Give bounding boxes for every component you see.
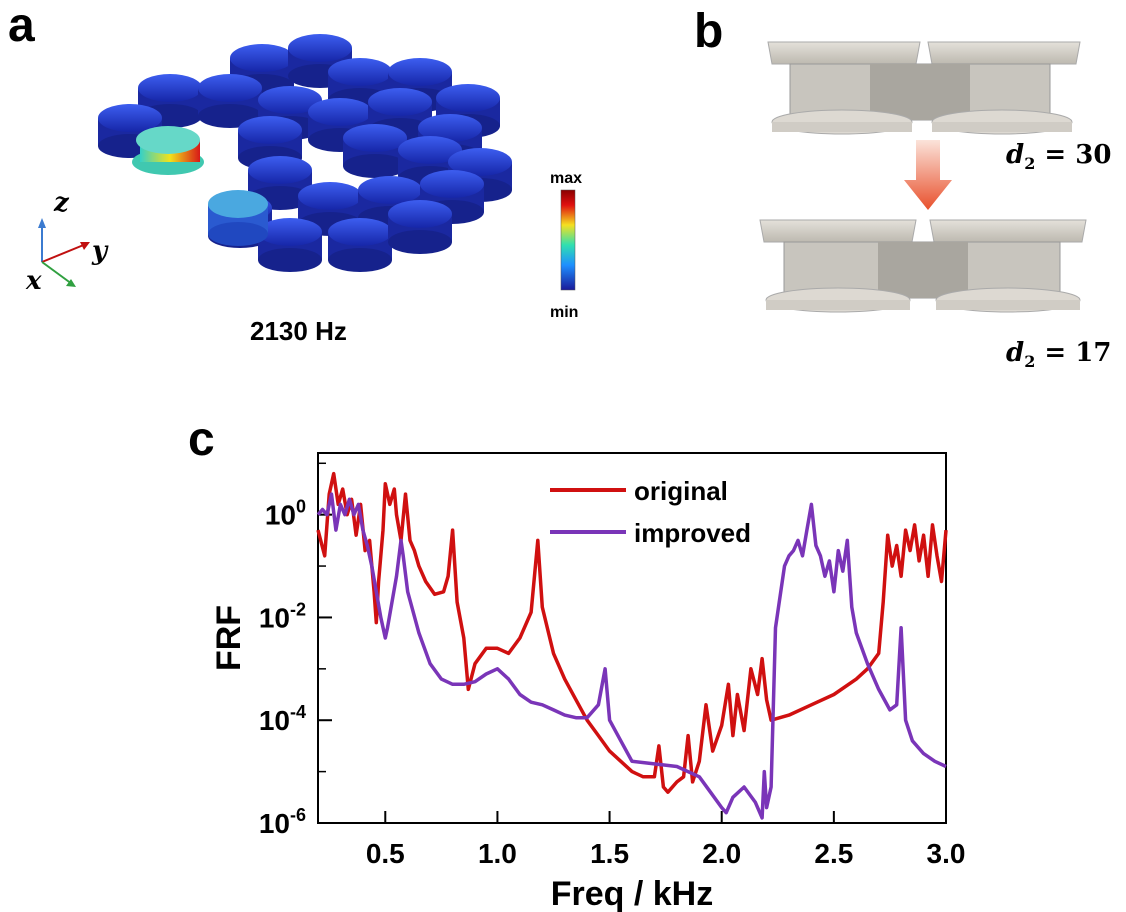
resonator-disk [198, 74, 262, 128]
excited-resonator [132, 126, 204, 175]
y-axis-title: FRF [210, 605, 248, 671]
resonator-disk [328, 218, 392, 272]
plot-frame [317, 452, 947, 824]
x-tick-label: 1.5 [590, 838, 629, 869]
x-ticks: 0.5 1.0 1.5 2.0 2.5 3.0 [366, 811, 966, 869]
colorbar [560, 189, 576, 291]
legend-label-original: original [634, 476, 728, 506]
geometry-original [767, 41, 1081, 135]
panel-a-letter: a [8, 0, 35, 52]
series-line-improved [316, 492, 947, 820]
x-tick-label: 0.5 [366, 838, 405, 869]
x-axis-title: Freq / kHz [551, 875, 713, 912]
x-tick-label: 1.0 [478, 838, 517, 869]
x-tick-label: 2.0 [702, 838, 741, 869]
panel-a-render [38, 34, 576, 291]
resonator-array [98, 34, 512, 272]
x-tick-label: 3.0 [927, 838, 966, 869]
d2-improved-label: d2 = 17 [1006, 338, 1112, 372]
x-axis-label: x [26, 266, 42, 296]
panel-b-letter: b [694, 5, 724, 58]
x-tick-label: 2.5 [814, 838, 853, 869]
y-axis-label: y [92, 236, 108, 266]
legend-label-improved: improved [634, 518, 751, 548]
resonator-disk [258, 218, 322, 272]
y-minor-ticks [318, 462, 326, 773]
mode-frequency-caption: 2130 Hz [250, 316, 347, 346]
y-tick-label: 100 [265, 497, 306, 531]
legend: original improved [550, 476, 751, 548]
transition-arrow [904, 140, 952, 210]
resonator-disk [388, 200, 452, 254]
geometry-improved [759, 219, 1087, 313]
series-line-original [316, 471, 948, 794]
panel-b-render [759, 41, 1087, 313]
partially-excited-resonator [208, 190, 268, 246]
colorbar-min-label: min [550, 304, 579, 321]
d2-original-label: d2 = 30 [1006, 140, 1112, 174]
y-tick-label: 10-2 [259, 599, 306, 633]
panel-c-letter: c [188, 413, 215, 466]
colorbar-max-label: max [550, 170, 583, 187]
axes-triad [38, 218, 90, 287]
y-tick-label: 10-4 [259, 702, 306, 736]
resonator-disk [343, 124, 407, 178]
y-tick-label: 10-6 [259, 805, 306, 839]
z-axis-label: z [54, 188, 69, 218]
series-layer [316, 471, 948, 820]
